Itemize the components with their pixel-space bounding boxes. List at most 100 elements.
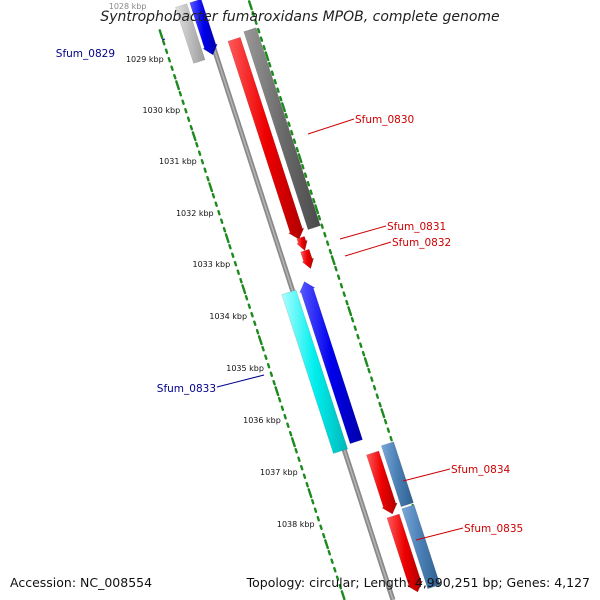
gene-label[interactable]: Sfum_0829 [56,48,115,60]
tick-mark [311,498,315,505]
tick-mark [273,78,277,85]
tick-mark [307,488,313,499]
tick-mark [322,532,326,539]
tick-mark [195,141,199,148]
tick-mark [309,189,313,195]
tick-mark [178,90,183,97]
gene-bar-sfum-0833[interactable] [299,281,363,445]
tick-mark [313,507,318,513]
tick-mark [239,277,243,284]
tick-mark [254,19,258,25]
scale-label: 1031 kbp [159,157,197,166]
tick-mark [208,182,214,193]
tick-mark [292,138,297,144]
gene-bar-sfum-0834[interactable] [366,450,398,515]
tick-mark [170,65,174,71]
tick-mark [361,350,366,357]
gene-label[interactable]: Sfum_0833 [157,383,216,395]
tick-mark [300,464,304,471]
cds-bar-0835[interactable] [401,504,441,590]
callout-line [344,241,392,257]
tick-mark [324,539,329,550]
tick-mark [200,158,205,165]
gene-label[interactable]: Sfum_0832 [392,237,451,249]
tick-mark [386,427,391,433]
gene-label[interactable]: Sfum_0834 [451,464,511,476]
tick-mark [334,265,338,272]
tick-mark [353,325,357,331]
tick-mark [356,333,360,340]
tick-mark [288,430,293,437]
tick-mark [264,51,270,62]
tick-mark [345,299,349,306]
tick-mark [181,99,185,105]
tick-mark [283,413,287,420]
callout-line [402,468,451,482]
tick-mark [375,393,380,399]
scale-label: 1028 kbp [109,2,147,11]
tick-mark [350,316,355,323]
gene-bar-sfum-0835[interactable] [386,513,424,593]
tick-mark [335,575,340,581]
tick-mark [253,320,257,326]
gene-bar-sfum-0832[interactable] [300,248,315,270]
tick-mark [220,218,224,224]
tick-mark [236,269,240,275]
tick-mark [327,549,331,556]
scale-label: 1030 kbp [143,106,181,115]
tick-mark [224,233,230,244]
cds-bar-0833[interactable] [281,289,349,454]
genome-summary: Topology: circular; Length: 4,990,251 bp… [246,575,590,590]
tick-mark [167,56,171,63]
tick-mark [217,209,221,216]
gene-bar-sfum-0831[interactable] [296,235,308,252]
gene-bar-sfum-0829[interactable] [189,0,218,56]
tick-mark [251,10,255,17]
callout-line [161,38,166,41]
tick-mark [241,284,247,295]
backbone-ticks-left [158,29,346,600]
tick-mark [297,153,303,164]
tick-mark [231,252,235,258]
tick-mark [287,121,291,127]
callout-line [307,118,355,135]
tick-mark [314,204,320,215]
tick-mark [272,379,276,386]
cds-bar-0829[interactable] [175,3,206,64]
cds-bar-0830[interactable] [243,27,321,231]
cds-bar-0834[interactable] [380,441,414,508]
tick-mark [303,172,308,178]
tick-mark [262,44,266,51]
tick-mark [359,342,363,348]
gene-features [175,0,441,593]
tick-mark [247,303,251,309]
gene-label[interactable]: Sfum_0831 [387,221,446,233]
gene-label[interactable]: Sfum_0835 [464,523,523,535]
tick-mark [259,36,264,42]
tick-mark [284,112,288,119]
scale-label: 1032 kbp [176,209,214,218]
gene-callouts: Sfum_0829 Sfum_0830 Sfum_0831 Sfum_0832 Sfum… [56,38,523,541]
callout-line [216,374,265,388]
tick-mark [286,422,290,428]
tick-mark [266,362,271,369]
tick-mark [274,386,280,397]
scale-label: 1037 kbp [260,468,298,477]
gene-bar-sfum-0830[interactable] [227,36,305,240]
tick-mark [280,405,285,411]
tick-mark [203,167,207,173]
tick-mark [290,129,294,136]
tick-mark [325,240,330,246]
tick-mark [281,102,286,113]
tick-mark [197,150,202,156]
tick-mark [347,306,353,317]
map-title: Syntrophobacter fumaroxidans MPOB, compl… [100,9,500,25]
gene-label[interactable]: Sfum_0830 [355,114,414,126]
tick-mark [301,163,305,170]
tick-mark [211,192,216,199]
tick-mark [294,447,298,454]
callout-line [339,225,387,240]
tick-mark [270,70,275,76]
tick-mark [290,437,296,448]
